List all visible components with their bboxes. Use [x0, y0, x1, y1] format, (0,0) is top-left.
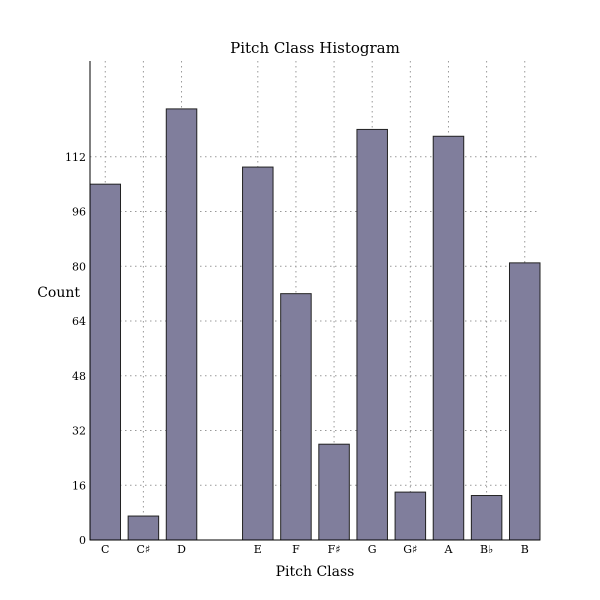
x-tick-label: A	[443, 543, 453, 556]
bars	[89, 108, 541, 541]
bar-E	[242, 166, 274, 541]
y-axis-label: Count	[37, 285, 80, 301]
bar-C♯	[127, 515, 160, 541]
x-tick-label: G♯	[403, 543, 417, 556]
bar-G	[356, 128, 388, 541]
grid-lines	[90, 61, 540, 540]
x-tick-label: C	[101, 543, 109, 556]
x-tick-labels: C C♯ D E F F♯ G G♯ A B♭ B	[101, 543, 529, 556]
bar-G♯	[394, 491, 427, 541]
bar-D	[165, 108, 198, 541]
y-tick-label: 96	[72, 206, 86, 219]
y-tick-label: 16	[72, 479, 86, 492]
axes	[89, 61, 540, 541]
x-axis-label: Pitch Class	[276, 564, 355, 580]
x-tick-label: C♯	[137, 543, 151, 556]
bar-F♯	[318, 443, 350, 541]
bar-A	[432, 135, 465, 541]
y-tick-label: 112	[65, 151, 86, 164]
x-tick-label: D	[177, 543, 186, 556]
x-tick-label: F	[292, 543, 300, 556]
x-tick-label: B♭	[480, 543, 493, 556]
chart-title: Pitch Class Histogram	[230, 39, 400, 57]
x-tick-label: F♯	[328, 543, 341, 556]
x-tick-label: G	[368, 543, 377, 556]
y-tick-label: 80	[72, 260, 86, 273]
y-tick-label: 0	[79, 534, 86, 547]
bar-B♭	[470, 495, 503, 541]
bar-F	[280, 293, 312, 541]
bar-C	[89, 183, 122, 541]
y-tick-label: 64	[72, 315, 86, 328]
y-tick-label: 48	[72, 370, 86, 383]
x-tick-label: E	[254, 543, 262, 556]
x-tick-label: B	[521, 543, 529, 556]
y-tick-labels: 0 16 32 48 64 80 96 112	[65, 151, 86, 547]
y-tick-label: 32	[72, 425, 86, 438]
bar-B	[508, 262, 541, 541]
